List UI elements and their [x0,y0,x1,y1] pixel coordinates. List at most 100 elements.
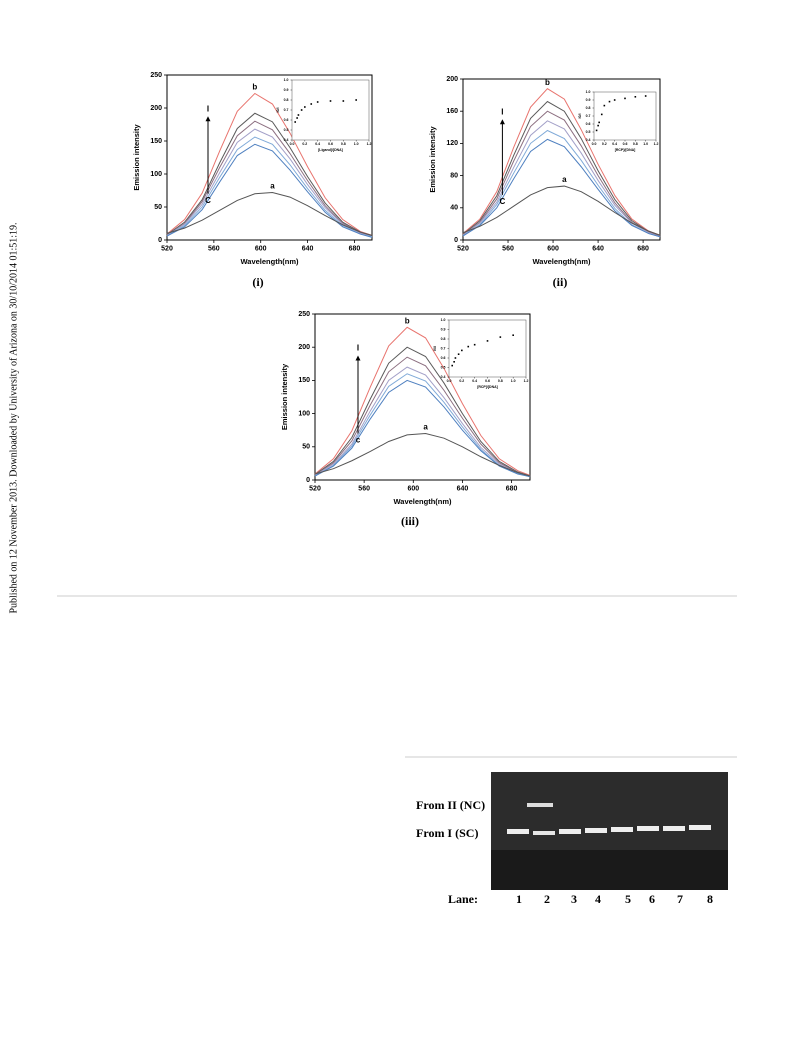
plot-frame [448,319,527,378]
y-tick-label: 0 [306,477,310,484]
y-tick-label: 200 [446,76,458,83]
x-tick-label: 560 [502,245,514,252]
lane-number: 5 [625,892,631,906]
y-tick-label: 0.8 [586,106,591,110]
y-axis-label: I0/I [433,346,437,351]
spectrum-line [314,346,531,477]
data-point [294,121,297,123]
lane-number: 6 [649,892,655,906]
lane-number: 7 [677,892,683,906]
annotation: a [270,182,275,191]
x-tick-label: 0.0 [592,142,597,146]
data-point [453,361,455,363]
x-tick-label: 0.4 [315,142,320,146]
y-tick-label: 250 [150,72,162,79]
data-point [461,349,463,352]
data-point [329,100,332,102]
data-point [499,336,502,338]
arrow-head [355,355,361,361]
spectrum-line [462,100,661,237]
annotation: C [205,196,211,205]
x-tick-label: 0.2 [459,379,464,383]
x-tick-label: 560 [208,245,220,252]
arrow-head [499,119,505,125]
x-tick-label: 520 [457,245,469,252]
y-tick-label: 0 [158,237,162,244]
y-tick-label: 120 [446,140,458,147]
y-tick-label: 0.9 [586,98,591,102]
gel-band-label: From II (NC) [416,798,485,812]
y-tick-label: 1.0 [441,318,446,322]
gel-band-label: From I (SC) [416,826,478,840]
x-tick-label: 640 [592,245,604,252]
y-tick-label: 250 [298,311,310,318]
spectrum-line [166,136,373,238]
y-tick-label: 1.0 [586,90,591,94]
data-point [457,353,460,355]
spectrum-line [314,356,531,477]
x-tick-label: 0.8 [341,142,346,146]
data-point [595,129,598,132]
y-tick-label: 0.6 [441,356,446,360]
annotation: I [207,104,209,113]
annotation: b [405,316,410,325]
data-point [304,106,306,108]
y-tick-label: 0.7 [586,114,591,118]
y-tick-label: 0.5 [586,130,591,134]
x-tick-label: 680 [637,245,649,252]
x-tick-label: 0.8 [633,142,638,146]
x-axis-label: [Ligand]/[DNA] [318,148,343,152]
x-tick-label: 520 [309,485,321,492]
y-tick-label: 200 [150,105,162,112]
y-tick-label: 0.4 [441,375,446,379]
data-point [454,357,457,359]
x-tick-label: 640 [302,245,314,252]
x-axis-label: Wavelength(nm) [393,497,452,506]
lane-number: 1 [516,892,522,906]
y-tick-label: 40 [450,205,458,212]
y-tick-label: 0.6 [586,122,591,126]
figure-caption: (ii) [553,275,568,289]
x-tick-label: 0.6 [328,142,333,146]
x-tick-label: 0.8 [498,379,503,383]
x-axis-label: Wavelength(nm) [240,257,299,266]
spectrum-line [166,128,373,238]
x-tick-label: 0.6 [485,379,490,383]
x-tick-label: 640 [457,485,469,492]
y-tick-label: 0.4 [284,138,289,142]
spectrum-line [462,110,661,237]
x-tick-label: 0.2 [302,142,307,146]
data-point [634,96,637,98]
y-tick-label: 150 [150,138,162,145]
data-point [600,113,603,116]
data-point [603,104,606,107]
lane-title: Lane: [448,892,478,906]
y-axis-label: Emission intensity [132,124,141,191]
y-tick-label: 0.8 [441,337,446,341]
y-axis-label: I0/I [276,108,280,113]
y-tick-label: 0.7 [441,346,446,350]
data-point [296,117,298,119]
side-note: Published on 12 November 2013. Downloade… [8,222,19,613]
annotation: a [562,175,567,184]
y-tick-label: 200 [298,344,310,351]
annotation: I [357,344,359,353]
x-tick-label: 0.0 [447,379,452,383]
y-tick-label: 1.0 [284,78,289,82]
y-tick-label: 0.5 [284,128,289,132]
lane-number: 2 [544,892,550,906]
x-tick-label: 1.0 [511,379,516,383]
spectrum-line [166,92,373,236]
plot-frame [291,79,370,141]
data-point [486,340,489,342]
x-tick-label: 1.2 [367,142,372,146]
data-point [342,100,345,102]
data-point [451,364,454,367]
y-tick-label: 80 [450,172,458,179]
x-tick-label: 0.2 [602,142,607,146]
data-point [310,103,313,105]
annotation: C [500,197,506,206]
y-tick-label: 0.6 [284,118,289,122]
x-tick-label: 560 [358,485,370,492]
